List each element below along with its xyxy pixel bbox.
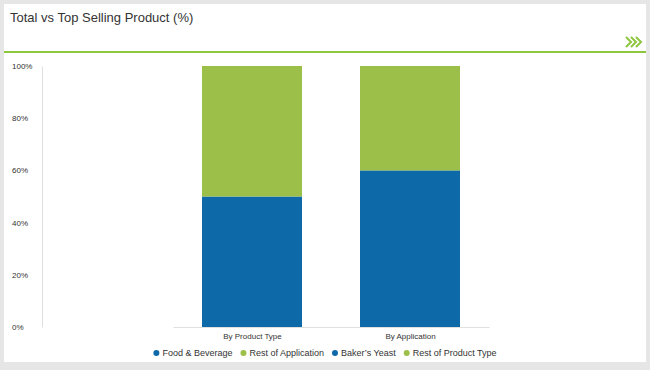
series (360, 66, 460, 170)
arrow (626, 37, 631, 47)
panel (4, 4, 646, 362)
legend-item: Food & Beverage (153, 348, 232, 358)
legend-label: Baker’s Yeast (341, 348, 396, 358)
x-tick: By Application (385, 327, 435, 341)
series (202, 197, 302, 328)
y-tick: 100% (12, 62, 42, 71)
y-tick-label: 0% (12, 323, 24, 332)
legend-marker (404, 350, 410, 356)
bar (360, 170, 460, 327)
y-axis: 0% 20% 40% 60% 80% 100% (12, 62, 43, 332)
series (360, 170, 460, 327)
y-tick-label: 40% (12, 219, 28, 228)
series (202, 66, 302, 197)
legend-marker (240, 350, 246, 356)
y-tick: 60% (12, 166, 42, 175)
title-arrows (626, 37, 641, 47)
arrow (636, 37, 641, 47)
chart: Total vs Top Selling Product (%) 0% 20% 40%… (0, 0, 650, 370)
legend-label: Food & Beverage (162, 348, 232, 358)
legend-item: Baker’s Yeast (332, 348, 396, 358)
x-tick: By Product Type (223, 327, 282, 341)
y-axis-line (42, 67, 43, 328)
y-tick-label: 80% (12, 114, 28, 123)
y-tick-label: 60% (12, 166, 28, 175)
x-axis-line (174, 327, 490, 328)
plot-area (202, 66, 460, 327)
y-tick: 0% (12, 323, 42, 332)
y-tick-label: 20% (12, 271, 28, 280)
bar (202, 66, 302, 197)
legend-label: Rest of Product Type (413, 348, 497, 358)
x-tick-label: By Application (385, 332, 435, 341)
y-tick: 80% (12, 114, 42, 123)
legend-marker (332, 350, 338, 356)
bar (202, 197, 302, 328)
legend: Food & Beverage Rest of Application Baker’… (153, 348, 496, 358)
bar (360, 66, 460, 170)
legend-item: Rest of Product Type (404, 348, 497, 358)
y-tick-label: 100% (12, 62, 32, 71)
y-tick: 40% (12, 219, 42, 228)
arrow (631, 37, 636, 47)
x-tick-label: By Product Type (223, 332, 282, 341)
y-tick: 20% (12, 271, 42, 280)
legend-item: Rest of Application (240, 348, 324, 358)
title: Total vs Top Selling Product (%) (10, 10, 193, 25)
legend-label: Rest of Application (249, 348, 324, 358)
legend-marker (153, 350, 159, 356)
x-axis: By Product Type By Application (174, 327, 490, 341)
title-rule (4, 51, 646, 53)
